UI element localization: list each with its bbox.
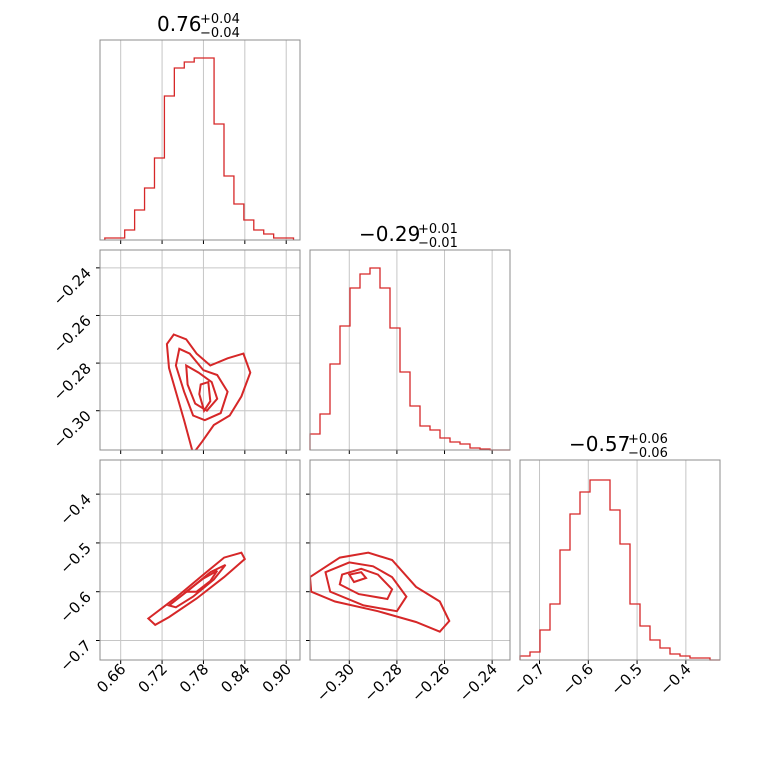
x-tick-label: 0.78 [176, 660, 212, 696]
contour-level [198, 380, 212, 414]
x-tick-label: −0.5 [607, 660, 645, 698]
title-1: −0.29 +0.01 −0.01 [359, 222, 458, 251]
diag-panel-2: −0.7 −0.6 −0.5 −0.4 [510, 459, 721, 699]
x-tick-label: −0.6 [559, 660, 597, 698]
x-tick-label: −0.7 [510, 660, 548, 698]
contour-level [347, 571, 368, 584]
panel-frame [99, 459, 301, 661]
y-tick-label: −0.7 [56, 637, 94, 675]
y-tick-label: −0.4 [56, 490, 94, 528]
title-0-value: 0.76 [157, 12, 202, 36]
contour-layer [310, 551, 451, 633]
title-2-plus: +0.06 [628, 432, 668, 447]
title-2-minus: −0.06 [628, 446, 668, 461]
contour-level [146, 551, 247, 627]
contour-layer [146, 551, 247, 627]
histogram-steps [309, 267, 510, 451]
histogram-steps [519, 479, 720, 661]
contour-layer [165, 333, 252, 450]
y-tick-label: −0.24 [50, 264, 95, 309]
panel-frame [309, 459, 511, 661]
panel-frame [309, 249, 511, 451]
x-tick-label: −0.4 [656, 660, 694, 698]
y-tick-label: −0.28 [50, 359, 95, 404]
diag-panel-0 [99, 39, 301, 244]
contour-level [338, 567, 394, 601]
contour-level [310, 551, 451, 633]
x-tick-label: 0.66 [93, 660, 129, 696]
panel-frame [99, 39, 301, 241]
scatter-panel-2-0: 0.66 0.72 0.78 0.84 0.90 −0.7 −0.6 −0.5 −0.4 [56, 459, 301, 696]
title-1-minus: −0.01 [418, 236, 458, 251]
x-tick-label: −0.30 [313, 660, 358, 705]
y-tick-label: −0.6 [56, 588, 94, 626]
title-2: −0.57 +0.06 −0.06 [569, 432, 668, 461]
y-tick-label: −0.30 [50, 407, 95, 452]
contour-level [174, 347, 229, 422]
title-0: 0.76 +0.04 −0.04 [157, 12, 240, 41]
x-tick-label: 0.84 [217, 660, 253, 696]
y-tick-label: −0.5 [56, 539, 94, 577]
title-0-minus: −0.04 [200, 26, 240, 41]
contour-level [185, 363, 219, 412]
diag-panel-1 [309, 249, 511, 454]
scatter-panel-2-1: −0.30 −0.28 −0.26 −0.24 [306, 459, 511, 705]
contour-level [324, 561, 408, 613]
title-1-value: −0.29 [359, 222, 420, 246]
contour-level [183, 569, 219, 593]
panel-frame [519, 459, 721, 661]
x-tick-label: 0.90 [259, 660, 295, 696]
title-2-value: −0.57 [569, 432, 630, 456]
x-tick-label: −0.26 [408, 660, 453, 705]
contour-level [165, 333, 252, 450]
title-0-plus: +0.04 [200, 12, 240, 27]
panel-frame [99, 249, 301, 451]
histogram-steps [104, 57, 295, 240]
title-1-plus: +0.01 [418, 222, 458, 237]
x-tick-label: −0.24 [456, 660, 501, 705]
x-tick-label: −0.28 [361, 660, 406, 705]
y-tick-label: −0.26 [50, 312, 95, 357]
scatter-panel-1-0: −0.30−0.28−0.26−0.24 [50, 249, 301, 454]
x-tick-label: 0.72 [135, 660, 171, 696]
